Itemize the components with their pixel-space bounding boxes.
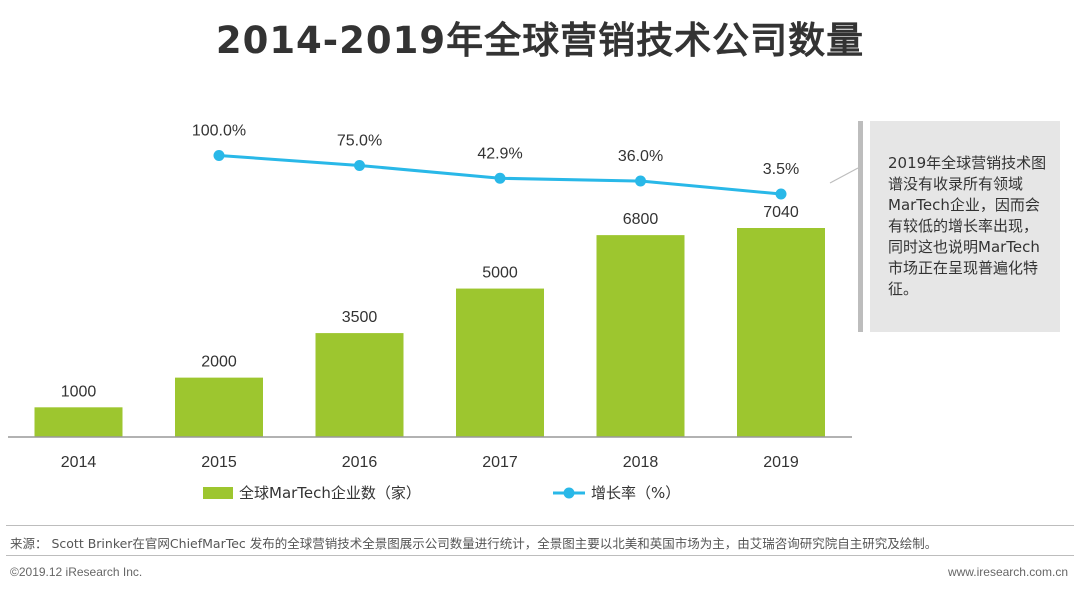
- source-note: 来源： Scott Brinker在官网ChiefMarTec 发布的全球营销技…: [10, 536, 938, 551]
- growth-point-2017: [494, 172, 506, 184]
- growth-point-2018: [635, 175, 646, 187]
- x-tick-2014: 2014: [61, 454, 97, 471]
- x-tick-2015: 2015: [201, 454, 237, 471]
- legend-line-label: 增长率（%）: [591, 484, 680, 502]
- legend-bar-label: 全球MarTech企业数（家）: [239, 484, 421, 502]
- bar-2017: [456, 288, 544, 437]
- note-accent-bar: [858, 121, 863, 332]
- website-link[interactable]: www.iresearch.com.cn: [947, 565, 1068, 579]
- growth-point-2016: [354, 159, 365, 171]
- bar-label-2019: 7040: [763, 204, 799, 221]
- copyright: ©2019.12 iResearch Inc.: [10, 565, 143, 579]
- bar-label-2016: 3500: [342, 309, 378, 326]
- note-text: 2019年全球营销技术图谱没有收录所有领域MarTech企业，因而会有较低的增长…: [888, 154, 1047, 298]
- bar-label-2018: 6800: [623, 211, 659, 228]
- legend-bar-swatch: [203, 487, 233, 499]
- growth-label-2016: 75.0%: [337, 132, 382, 149]
- bar-2019: [737, 228, 825, 437]
- bar-2015: [175, 377, 263, 437]
- bar-2018: [596, 235, 685, 437]
- legend-line-marker: [563, 487, 575, 499]
- x-tick-2017: 2017: [482, 454, 518, 471]
- growth-point-2019: [775, 188, 787, 200]
- growth-label-2019: 3.5%: [763, 161, 799, 178]
- bar-2014: [34, 407, 123, 437]
- note-box: 2019年全球营销技术图谱没有收录所有领域MarTech企业，因而会有较低的增长…: [870, 121, 1060, 332]
- growth-point-2015: [213, 150, 225, 161]
- bar-label-2015: 2000: [201, 354, 237, 371]
- x-tick-2016: 2016: [342, 454, 378, 471]
- growth-label-2015: 100.0%: [192, 123, 246, 140]
- growth-label-2018: 36.0%: [618, 148, 663, 165]
- bar-label-2017: 5000: [482, 265, 518, 282]
- footer-divider-top: [6, 525, 1074, 526]
- chart-title: 2014-2019年全球营销技术公司数量: [215, 19, 865, 62]
- x-tick-2018: 2018: [623, 454, 659, 471]
- x-tick-2019: 2019: [763, 454, 799, 471]
- note-leader-line: [829, 167, 859, 184]
- bar-label-2014: 1000: [61, 383, 97, 400]
- footer-divider-bottom: [6, 555, 1074, 556]
- growth-label-2017: 42.9%: [477, 145, 522, 162]
- bar-2016: [315, 333, 404, 437]
